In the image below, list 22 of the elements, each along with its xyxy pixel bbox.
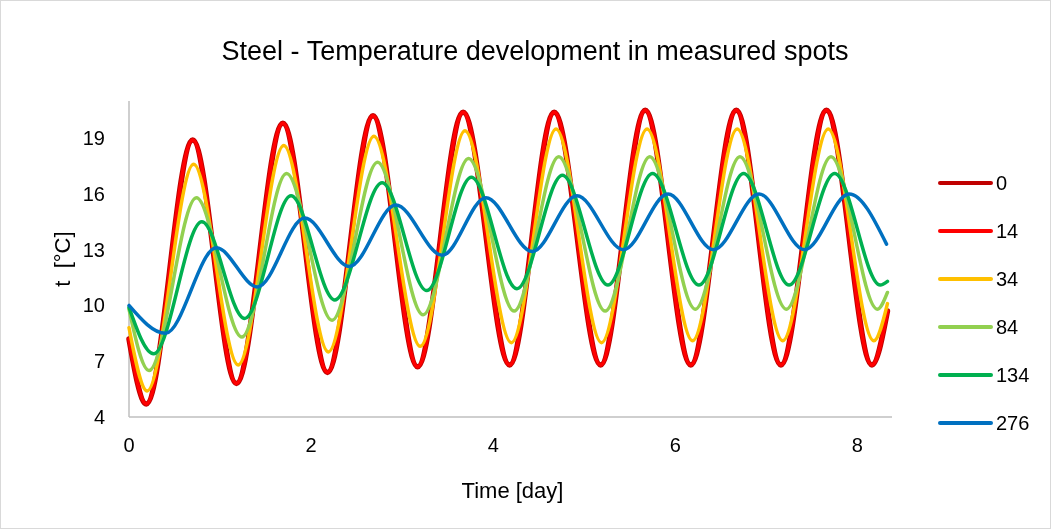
y-tick-label: 10 [82, 294, 105, 317]
x-tick-label: 2 [305, 434, 317, 456]
legend-label: 34 [996, 268, 1019, 290]
legend-label: 84 [996, 316, 1019, 338]
y-tick-label: 7 [93, 350, 105, 373]
x-tick-label: 4 [487, 434, 499, 456]
x-axis-title: Time [day] [461, 478, 564, 503]
y-tick-label: 19 [82, 127, 105, 150]
y-tick-label: 13 [82, 238, 105, 261]
legend-label: 0 [996, 172, 1008, 194]
line-series [127, 192, 889, 336]
x-tick-label: 8 [851, 434, 863, 456]
legend-label: 276 [996, 412, 1030, 434]
chart-title: Steel - Temperature development in measured spots [221, 36, 849, 66]
legend-label: 14 [996, 220, 1019, 242]
y-tick-label: 4 [93, 406, 105, 428]
x-tick-label: 0 [123, 434, 135, 456]
y-axis-title: t [°C] [50, 231, 75, 287]
line-series [127, 171, 890, 356]
y-tick-label: 16 [82, 182, 105, 205]
x-tick-label: 6 [669, 434, 681, 456]
legend-label: 134 [996, 364, 1030, 386]
